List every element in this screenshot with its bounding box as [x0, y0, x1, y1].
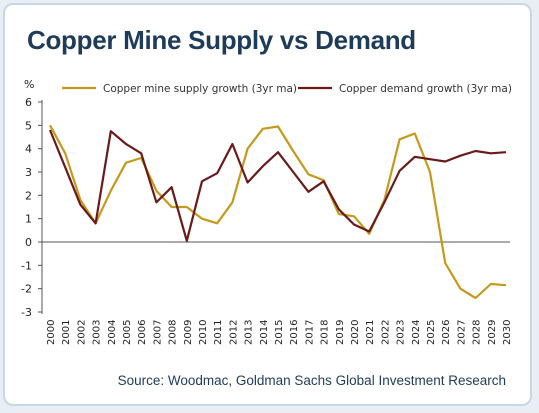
y-tick-label: 6: [25, 96, 32, 109]
y-tick-label: 5: [25, 119, 32, 132]
chart-card: Copper Mine Supply vs Demand Source: Woo…: [3, 3, 532, 406]
x-tick-label: 2003: [92, 320, 103, 345]
x-tick-label: 2002: [76, 320, 87, 345]
legend-label: Copper demand growth (3yr ma): [339, 83, 512, 95]
x-tick-label: 2006: [137, 320, 148, 345]
x-tick-label: 2026: [441, 320, 452, 345]
source-note: Source: Woodmac, Goldman Sachs Global In…: [117, 373, 506, 388]
x-tick-label: 2007: [152, 320, 163, 345]
chart-legend: Copper mine supply growth (3yr ma) Copper…: [62, 83, 512, 95]
x-tick-label: 2000: [46, 320, 57, 345]
x-tick-label: 2013: [244, 320, 255, 345]
x-tick-label: 2020: [350, 320, 361, 345]
x-tick-label: 2012: [228, 320, 239, 345]
x-tick-label: 2008: [168, 320, 179, 345]
x-tick-label: 2004: [107, 320, 118, 345]
chart-series: [48, 124, 507, 300]
x-tick-label: 2009: [183, 320, 194, 345]
x-tick-label: 2010: [198, 320, 209, 345]
y-tick-label: 0: [25, 236, 32, 249]
x-tick-label: 2022: [380, 320, 391, 345]
supply-growth-line: [49, 124, 507, 300]
x-tick-label: 2018: [320, 320, 331, 345]
y-tick-label: 2: [25, 189, 32, 202]
x-tick-label: 2001: [61, 320, 72, 345]
x-tick-label: 2029: [487, 320, 498, 345]
x-tick-label: 2030: [502, 320, 513, 345]
y-tick-label: -3: [21, 306, 32, 319]
x-tick-label: 2016: [289, 320, 300, 345]
x-tick-label: 2028: [472, 320, 483, 345]
x-tick-label: 2027: [456, 320, 467, 345]
legend-label: Copper mine supply growth (3yr ma): [103, 83, 297, 95]
y-tick-label: -2: [21, 283, 32, 296]
x-tick-label: 2021: [365, 320, 376, 345]
y-tick-label: 3: [25, 166, 32, 179]
x-tick-label: 2015: [274, 320, 285, 345]
x-tick-label: 2024: [411, 320, 422, 345]
x-tick-label: 2014: [259, 320, 270, 345]
x-tick-label: 2011: [213, 320, 224, 345]
chart-title: Copper Mine Supply vs Demand: [27, 25, 416, 55]
y-tick-label: 4: [25, 143, 32, 156]
y-axis-unit: %: [24, 78, 34, 91]
x-tick-label: 2023: [396, 320, 407, 345]
y-tick-label: 1: [25, 213, 32, 226]
x-tick-label: 2019: [335, 320, 346, 345]
demand-growth-line: [48, 129, 507, 242]
chart-axes: -3 -2 -1 0 1 2 3 4 5 6% 2000 2001 2002 2003 2004 2005 20…: [21, 78, 513, 345]
x-tick-label: 2017: [304, 320, 315, 345]
x-tick-label: 2005: [122, 320, 133, 345]
x-tick-label: 2025: [426, 320, 437, 345]
y-tick-label: -1: [21, 259, 32, 272]
